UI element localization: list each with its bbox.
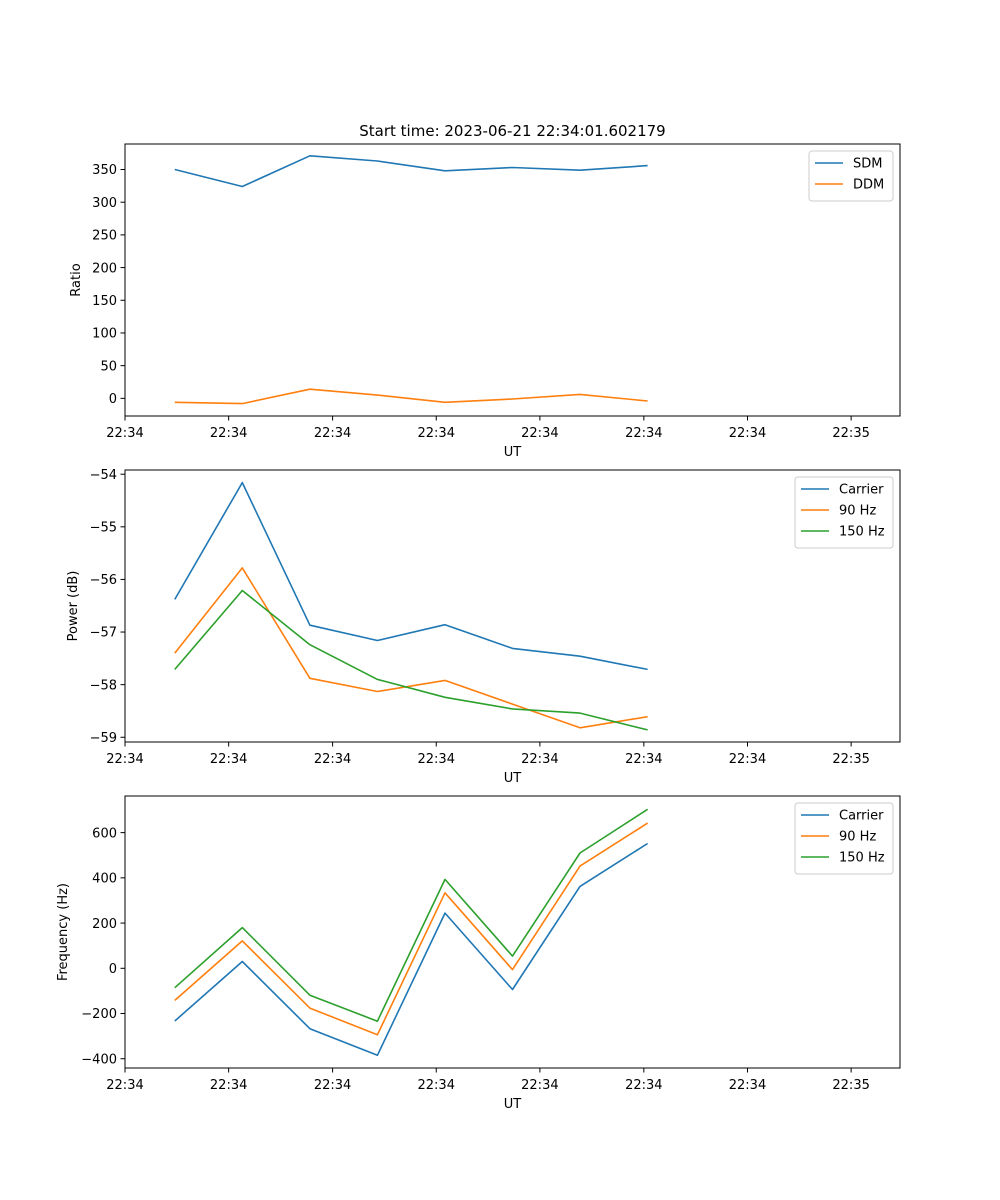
frequency-series-group: [174, 808, 649, 1057]
series-line-150-hz: [174, 808, 649, 1023]
y-tick-label: −55: [90, 521, 117, 536]
power-y-axis: −59 −58 −57 −56 −55 −54 Power (dB): [66, 468, 125, 746]
power-chart: 22:34 22:34 22:34 22:34 22:34 22:34 22:34 22:35…: [66, 468, 901, 786]
ratio-y-axis-label: Ratio: [69, 263, 84, 296]
frequency-x-axis-label: UT: [504, 1097, 522, 1112]
y-tick-label: 250: [92, 229, 117, 244]
x-tick-label: 22:34: [418, 426, 455, 441]
y-tick-label: 350: [92, 163, 117, 178]
frequency-y-axis-label: Frequency (Hz): [56, 883, 71, 981]
power-x-axis-label: UT: [504, 771, 522, 786]
series-line-90-hz: [174, 822, 649, 1036]
legend-label: 90 Hz: [839, 504, 876, 519]
ratio-series-group: [174, 155, 648, 405]
x-tick-label: 22:34: [521, 426, 558, 441]
y-tick-label: 200: [92, 261, 117, 276]
x-tick-label: 22:34: [418, 752, 455, 767]
ratio-chart: 22:34 22:34 22:34 22:34 22:34 22:34 22:34 22:35…: [69, 143, 901, 460]
power-series-group: [174, 481, 648, 731]
y-tick-label: 400: [92, 872, 117, 887]
y-tick-label: −200: [81, 1007, 117, 1022]
y-tick-label: 600: [92, 826, 117, 841]
legend-label: SDM: [853, 157, 882, 172]
y-tick-label: −56: [90, 573, 117, 588]
legend-label: 90 Hz: [839, 830, 876, 845]
legend-label: Carrier: [839, 809, 884, 824]
x-tick-label: 22:35: [832, 1078, 869, 1093]
figure-title: Start time: 2023-06-21 22:34:01.602179: [359, 122, 665, 140]
ratio-x-axis-label: UT: [504, 445, 522, 460]
x-tick-label: 22:35: [832, 752, 869, 767]
y-tick-label: −400: [81, 1052, 117, 1067]
legend-label: 150 Hz: [839, 525, 885, 540]
frequency-y-axis: −400 −200 0 200 400 600 Frequency (Hz): [56, 826, 125, 1067]
frequency-plot-frame: [124, 795, 901, 1069]
legend-label: 150 Hz: [839, 851, 885, 866]
ratio-legend: SDM DDM: [808, 150, 894, 202]
x-tick-label: 22:34: [106, 426, 143, 441]
series-line-carrier: [174, 481, 648, 671]
frequency-x-axis: 22:34 22:34 22:34 22:34 22:34 22:34 22:34 22:35…: [106, 1068, 870, 1112]
y-tick-label: 50: [100, 359, 117, 374]
y-tick-label: 0: [109, 962, 117, 977]
x-tick-label: 22:35: [832, 426, 869, 441]
y-tick-label: 0: [109, 392, 117, 407]
ratio-y-axis: 0 50 100 150 200 250 300 350 Ratio: [69, 163, 125, 407]
frequency-legend: Carrier 90 Hz 150 Hz: [794, 802, 894, 875]
y-tick-label: 100: [92, 327, 117, 342]
y-tick-label: −54: [90, 468, 117, 483]
x-tick-label: 22:34: [210, 1078, 247, 1093]
ratio-x-axis: 22:34 22:34 22:34 22:34 22:34 22:34 22:34 22:35…: [106, 416, 870, 460]
x-tick-label: 22:34: [210, 752, 247, 767]
power-legend: Carrier 90 Hz 150 Hz: [794, 476, 894, 549]
x-tick-label: 22:34: [521, 752, 558, 767]
series-line-90-hz: [174, 567, 648, 729]
y-tick-label: −58: [90, 678, 117, 693]
series-line-150-hz: [174, 589, 648, 731]
x-tick-label: 22:34: [314, 426, 351, 441]
series-line-carrier: [174, 842, 649, 1057]
x-tick-label: 22:34: [729, 426, 766, 441]
power-x-axis: 22:34 22:34 22:34 22:34 22:34 22:34 22:34 22:35…: [106, 742, 870, 786]
x-tick-label: 22:34: [729, 752, 766, 767]
power-plot-frame: [124, 469, 901, 743]
x-tick-label: 22:34: [314, 752, 351, 767]
y-tick-label: 300: [92, 196, 117, 211]
x-tick-label: 22:34: [106, 1078, 143, 1093]
legend-label: Carrier: [839, 483, 884, 498]
x-tick-label: 22:34: [418, 1078, 455, 1093]
x-tick-label: 22:34: [314, 1078, 351, 1093]
power-y-axis-label: Power (dB): [66, 571, 81, 642]
x-tick-label: 22:34: [625, 1078, 662, 1093]
y-tick-label: −59: [90, 731, 117, 746]
frequency-chart: 22:34 22:34 22:34 22:34 22:34 22:34 22:34 22:35…: [56, 795, 901, 1112]
x-tick-label: 22:34: [625, 752, 662, 767]
y-tick-label: 150: [92, 294, 117, 309]
y-tick-label: −57: [90, 626, 117, 641]
ratio-plot-frame: [124, 143, 901, 417]
legend-label: DDM: [853, 178, 884, 193]
x-tick-label: 22:34: [729, 1078, 766, 1093]
chart-panels: 22:34 22:34 22:34 22:34 22:34 22:34 22:34 22:35…: [56, 143, 901, 1112]
series-line-sdm: [174, 155, 648, 188]
series-line-ddm: [174, 388, 648, 405]
x-tick-label: 22:34: [106, 752, 143, 767]
x-tick-label: 22:34: [625, 426, 662, 441]
x-tick-label: 22:34: [210, 426, 247, 441]
y-tick-label: 200: [92, 917, 117, 932]
x-tick-label: 22:34: [521, 1078, 558, 1093]
